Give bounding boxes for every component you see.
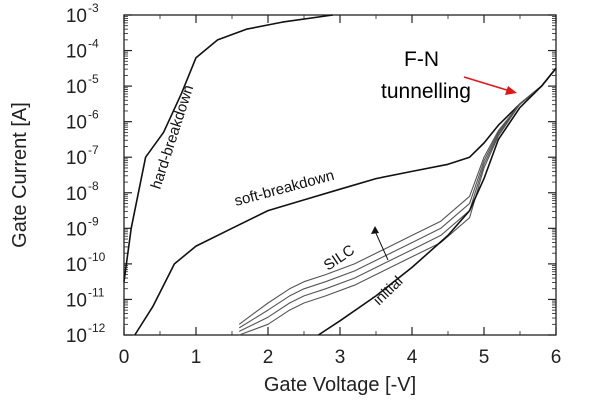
y-tick-exponent: -3	[88, 1, 99, 15]
series-initial-line	[317, 67, 557, 336]
fn-arrow-head	[505, 86, 517, 95]
y-tick-exponent: -11	[88, 285, 105, 299]
x-tick-label: 0	[119, 347, 130, 368]
x-axis-ticks: 0 1 2 3 4 5 6	[119, 15, 562, 368]
y-tick-label: 10	[66, 77, 87, 98]
silc-arrow-head	[371, 226, 379, 234]
x-tick-label: 6	[551, 347, 562, 368]
y-tick-label: 10	[66, 184, 87, 205]
tunnelling-label: tunnelling	[381, 80, 471, 103]
initial-label: initial	[370, 273, 406, 309]
y-axis-label: Gate Current [A]	[9, 102, 31, 248]
y-tick-exponent: -5	[88, 72, 99, 86]
soft-breakdown-label: soft-breakdown	[233, 167, 336, 210]
y-tick-exponent: -9	[88, 214, 99, 228]
y-tick-label: 10	[66, 219, 87, 240]
silc-arrow	[374, 230, 389, 261]
x-axis-label: Gate Voltage [-V]	[264, 374, 416, 396]
series-silc-line	[239, 67, 557, 336]
series-silc-line	[238, 67, 557, 325]
y-tick-exponent: -12	[88, 321, 106, 335]
y-tick-label: 10	[66, 326, 87, 347]
y-tick-label: 10	[66, 6, 87, 27]
x-tick-label: 3	[335, 347, 346, 368]
y-tick-label: 10	[66, 42, 87, 63]
y-axis-ticks: 10-310-410-510-610-710-810-910-1010-1110…	[66, 1, 556, 347]
y-tick-exponent: -7	[88, 143, 99, 157]
x-tick-label: 1	[191, 347, 202, 368]
y-tick-exponent: -4	[88, 37, 99, 51]
hard-breakdown-label: hard-breakdown	[148, 83, 198, 191]
y-tick-exponent: -6	[88, 108, 99, 122]
fn-arrow	[463, 76, 511, 92]
curves	[123, 14, 557, 336]
x-tick-label: 4	[407, 347, 418, 368]
y-tick-exponent: -8	[88, 179, 99, 193]
y-tick-label: 10	[66, 255, 87, 276]
y-tick-label: 10	[66, 113, 87, 134]
y-tick-label: 10	[66, 148, 87, 169]
series-soft-breakdown-line	[134, 67, 557, 336]
x-tick-label: 2	[263, 347, 274, 368]
y-tick-exponent: -10	[88, 250, 106, 264]
plot-frame	[123, 14, 557, 336]
x-tick-label: 5	[479, 347, 490, 368]
fn-label: F-N	[404, 48, 439, 71]
series-hard-breakdown-line	[123, 14, 333, 282]
y-tick-label: 10	[66, 290, 87, 311]
